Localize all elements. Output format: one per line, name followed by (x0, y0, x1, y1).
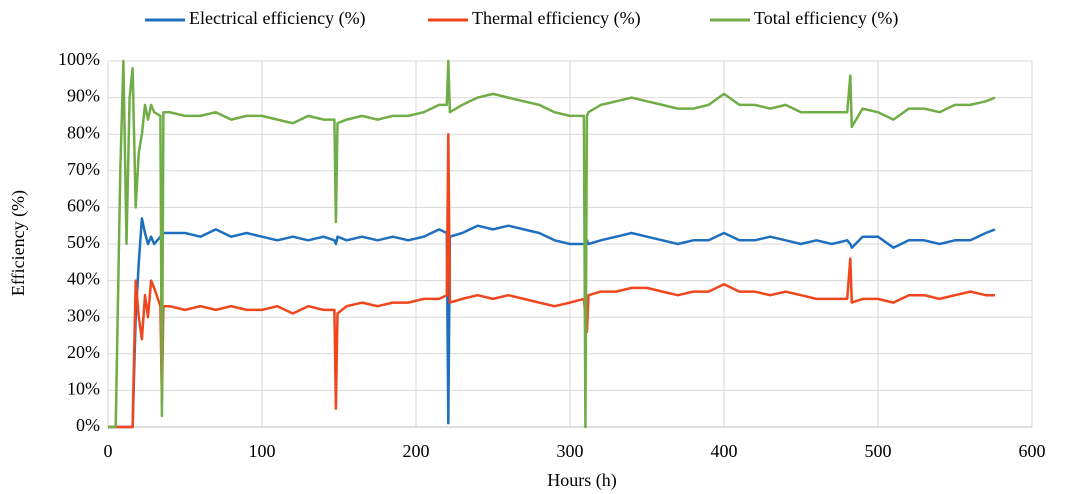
y-tick-label: 80% (67, 122, 100, 142)
legend-label: Total efficiency (%) (754, 8, 898, 29)
x-tick-label: 300 (557, 441, 584, 461)
y-tick-label: 90% (67, 86, 100, 106)
x-tick-label: 200 (403, 441, 430, 461)
y-tick-label: 50% (67, 232, 100, 252)
x-tick-label: 500 (865, 441, 892, 461)
legend-label: Thermal efficiency (%) (472, 8, 641, 29)
legend-label: Electrical efficiency (%) (189, 8, 366, 29)
series-line (108, 59, 996, 429)
y-tick-label: 70% (67, 159, 100, 179)
series-line (108, 132, 995, 429)
y-tick-label: 30% (67, 305, 100, 325)
y-tick-label: 10% (67, 379, 100, 399)
x-tick-label: 400 (711, 441, 738, 461)
x-tick-label: 100 (249, 441, 276, 461)
x-tick-label: 0 (104, 441, 113, 461)
y-tick-label: 0% (76, 415, 100, 435)
y-tick-label: 60% (67, 196, 100, 216)
series-line (108, 217, 996, 429)
y-tick-label: 20% (67, 342, 100, 362)
y-tick-label: 40% (67, 269, 100, 289)
y-axis-label: Efficiency (%) (8, 190, 29, 296)
x-tick-label: 600 (1019, 441, 1046, 461)
y-tick-label: 100% (58, 49, 100, 69)
x-axis-label: Hours (h) (547, 470, 617, 491)
